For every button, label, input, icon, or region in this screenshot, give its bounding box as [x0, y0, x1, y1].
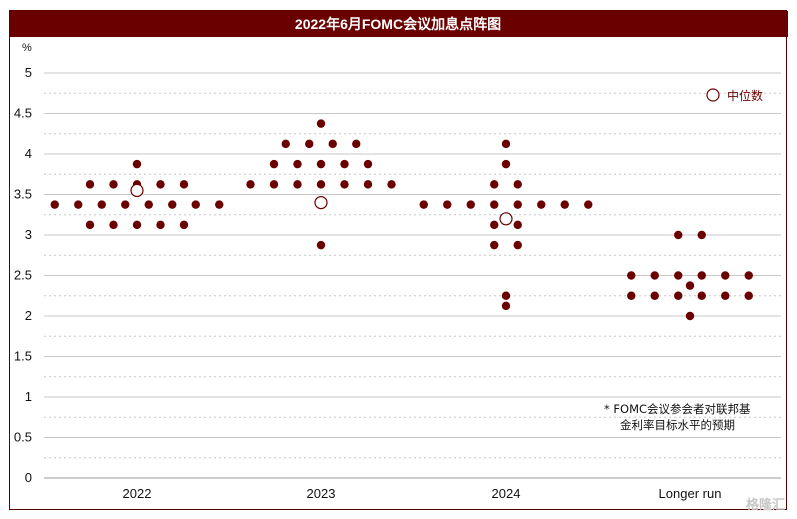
- dot-marker: [697, 291, 706, 300]
- dot-marker: [132, 220, 142, 230]
- dot-marker: [85, 220, 95, 230]
- dot-marker: [109, 220, 118, 230]
- dot-marker: [363, 180, 373, 189]
- dot-marker: [650, 271, 659, 280]
- dot-marker: [685, 281, 695, 290]
- dot-marker: [156, 220, 165, 230]
- x-tick-label: 2023: [307, 486, 336, 501]
- dot-marker: [443, 200, 452, 209]
- median-marker: [499, 212, 513, 226]
- dot-marker: [109, 180, 118, 189]
- dot-marker: [490, 220, 499, 230]
- dot-marker: [293, 180, 302, 189]
- dot-marker: [316, 119, 326, 128]
- chart-frame: 2022年6月FOMC会议加息点阵图 0 0.5 1 1.5 2 2.5 3 3.5 4 4.5 5…: [9, 10, 788, 510]
- dot-marker: [281, 139, 290, 149]
- dot-marker: [744, 291, 753, 300]
- dot-marker: [85, 180, 95, 189]
- y-tick-label: 1.5: [14, 349, 32, 364]
- dot-marker: [501, 159, 511, 169]
- dot-marker: [501, 139, 511, 149]
- dot-marker: [179, 180, 189, 189]
- dot-marker: [50, 200, 59, 209]
- dot-marker: [132, 159, 142, 169]
- footnote-line: * FOMC会议参会者对联邦基: [604, 402, 751, 416]
- y-tick-label: 1: [25, 389, 32, 404]
- dot-marker: [74, 200, 83, 209]
- dot-marker: [650, 291, 659, 300]
- y-tick-label: 5: [25, 65, 32, 80]
- dot-marker: [191, 200, 200, 209]
- dot-marker: [513, 240, 522, 250]
- dot-marker: [584, 200, 593, 209]
- dot-marker: [697, 271, 706, 280]
- title-bar-fill: [10, 11, 788, 37]
- dot-marker: [316, 180, 326, 189]
- dot-marker: [269, 159, 279, 169]
- dot-marker: [215, 200, 224, 209]
- dot-marker: [466, 200, 475, 209]
- dot-marker: [305, 139, 314, 149]
- watermark: 格隆汇: [745, 497, 785, 512]
- dot-marker: [537, 200, 546, 209]
- dot-marker: [490, 240, 499, 250]
- dot-marker: [144, 200, 153, 209]
- dot-marker: [328, 139, 337, 149]
- dot-marker: [501, 301, 511, 311]
- dot-marker: [721, 291, 730, 300]
- dot-marker: [179, 220, 189, 230]
- dot-marker: [674, 291, 683, 300]
- dot-marker: [744, 271, 753, 280]
- dot-marker: [721, 271, 730, 280]
- x-tick-label: Longer run: [659, 486, 722, 501]
- y-tick-label: 0: [25, 470, 32, 485]
- median-marker: [130, 183, 144, 198]
- footnote-line: 金利率目标水平的预期: [620, 418, 735, 432]
- dot-marker: [363, 159, 373, 169]
- dot-marker: [352, 139, 361, 149]
- dot-marker: [97, 200, 106, 209]
- dot-marker: [340, 159, 349, 169]
- dot-marker: [560, 200, 569, 209]
- y-tick-label: 3: [25, 227, 32, 242]
- dot-marker: [246, 180, 255, 189]
- y-axis-label: %: [22, 42, 32, 54]
- legend-median-marker: [706, 88, 720, 102]
- dot-marker: [674, 230, 683, 240]
- dot-marker: [513, 180, 522, 189]
- median-marker: [314, 196, 328, 210]
- legend-label: 中位数: [727, 88, 763, 103]
- dot-marker: [419, 200, 428, 209]
- y-tick-label: 3.5: [14, 187, 32, 202]
- dot-marker: [697, 230, 706, 240]
- dot-marker: [513, 200, 522, 209]
- dot-marker: [340, 180, 349, 189]
- x-tick-label: 2022: [123, 486, 152, 501]
- dot-marker: [293, 159, 302, 169]
- y-tick-label: 2: [25, 308, 32, 323]
- dot-marker: [156, 180, 165, 189]
- dot-plot: 0 0.5 1 1.5 2 2.5 3 3.5 4 4.5 5% 2022 2023 2024 Longer…: [10, 11, 788, 501]
- dot-marker: [121, 200, 130, 209]
- chart-title: 2022年6月FOMC会议加息点阵图: [294, 16, 502, 32]
- y-tick-label: 4.5: [14, 106, 32, 121]
- dot-marker: [627, 291, 636, 300]
- dot-marker: [490, 200, 499, 209]
- x-tick-label: 2024: [492, 486, 521, 501]
- dot-marker: [627, 271, 636, 280]
- dot-marker: [168, 200, 177, 209]
- dot-marker: [269, 180, 279, 189]
- dot-marker: [316, 159, 326, 169]
- chart-title-bar: 2022年6月FOMC会议加息点阵图: [10, 11, 786, 37]
- dot-marker: [685, 311, 695, 321]
- dot-marker: [387, 180, 396, 189]
- dot-marker: [674, 271, 683, 280]
- dot-marker: [501, 291, 511, 300]
- y-tick-label: 2.5: [14, 268, 32, 283]
- y-tick-label: 4: [25, 146, 32, 161]
- dot-marker: [316, 240, 326, 250]
- y-tick-label: 0.5: [14, 430, 32, 445]
- dot-marker: [490, 180, 499, 189]
- dot-marker: [513, 220, 522, 230]
